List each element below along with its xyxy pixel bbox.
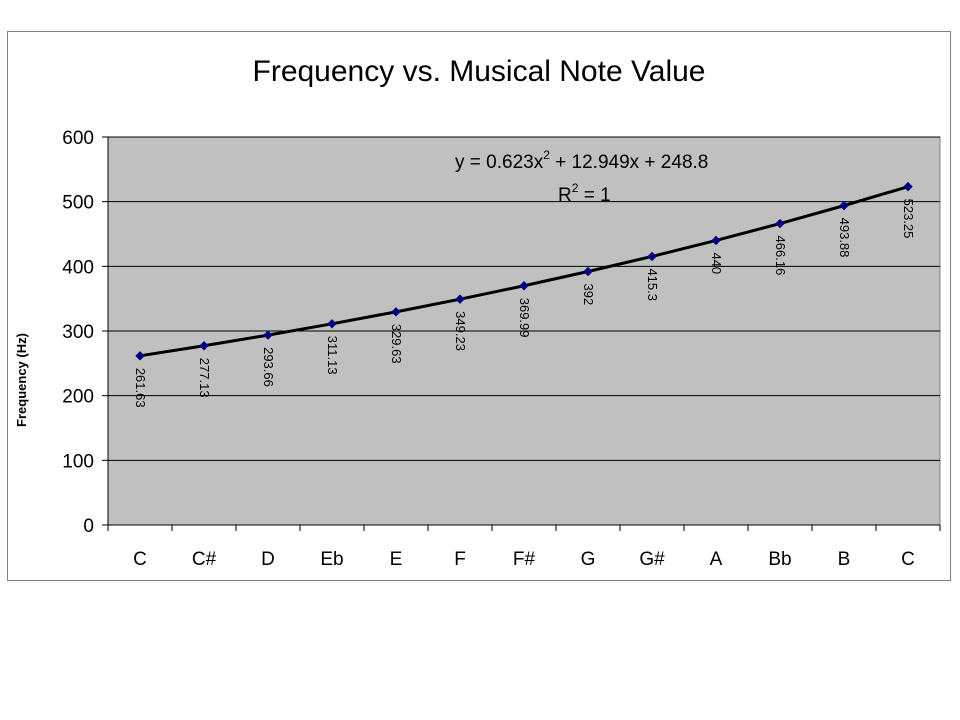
y-tick-label: 400 <box>62 257 94 278</box>
y-axis-ticks: 0 100 200 300 400 500 600 <box>62 128 108 537</box>
chart-title: Frequency vs. Musical Note Value <box>253 55 706 88</box>
data-point <box>519 281 529 291</box>
x-tick-label: A <box>710 549 723 570</box>
x-tick-label: G# <box>639 549 665 570</box>
data-point <box>327 319 337 329</box>
data-label: 349.23 <box>453 311 468 351</box>
gridlines <box>108 136 940 461</box>
data-labels: 261.63 277.13 293.66 311.13 329.63 349.23 369.… <box>133 199 916 408</box>
data-point <box>903 181 913 192</box>
data-label: 523.25 <box>901 199 916 239</box>
x-tick-label: F <box>454 549 466 570</box>
data-label: 466.16 <box>773 236 788 276</box>
data-label: 415.3 <box>645 268 660 301</box>
data-point <box>647 251 657 262</box>
y-tick-label: 500 <box>62 193 94 214</box>
data-label: 493.88 <box>837 218 852 258</box>
x-tick-label: D <box>261 549 275 570</box>
data-label: 392 <box>581 284 596 306</box>
data-label: 293.66 <box>261 347 276 387</box>
x-tick-label: C <box>133 549 147 570</box>
data-point <box>391 307 401 317</box>
x-tick-label: C <box>901 549 915 570</box>
data-label: 440 <box>709 252 724 274</box>
series-markers <box>135 181 913 361</box>
data-point <box>839 200 849 211</box>
data-point <box>455 294 465 304</box>
x-tick-label: B <box>838 549 851 570</box>
x-tick-label: Eb <box>320 549 343 570</box>
y-tick-label: 600 <box>62 128 94 149</box>
y-tick-label: 300 <box>62 322 94 343</box>
x-tick-label: C# <box>192 549 217 570</box>
data-point <box>135 351 145 361</box>
x-tick-label: E <box>390 549 403 570</box>
x-tick-label: F# <box>513 549 536 570</box>
data-point <box>711 235 721 246</box>
trendline-equation-text: y = 0.623x2 + 12.949x + 248.8 <box>455 148 708 173</box>
data-label: 329.63 <box>389 324 404 364</box>
data-point <box>199 341 209 351</box>
x-axis-ticks: C C# D Eb E F F# G G# A Bb B C <box>107 525 941 570</box>
trendline-equation: y = 0.623x2 + 12.949x + 248.8 R2 = 1 <box>455 148 708 206</box>
data-label: 311.13 <box>325 336 340 375</box>
data-point <box>583 266 593 277</box>
trendline-r2-text: R2 = 1 <box>558 181 611 206</box>
x-tick-label: Bb <box>768 549 791 570</box>
y-tick-label: 200 <box>62 387 94 408</box>
y-tick-label: 100 <box>62 451 94 472</box>
y-tick-label: 0 <box>83 516 94 537</box>
data-label: 277.13 <box>197 358 212 398</box>
data-label: 261.63 <box>133 368 148 408</box>
data-label: 369.99 <box>517 298 532 338</box>
data-point <box>263 330 273 340</box>
data-point <box>775 218 785 229</box>
y-axis-title: Frequency (Hz) <box>14 333 29 427</box>
x-tick-label: G <box>581 549 596 570</box>
